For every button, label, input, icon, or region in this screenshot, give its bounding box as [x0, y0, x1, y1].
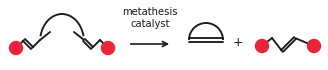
Text: metathesis: metathesis	[122, 7, 178, 17]
Circle shape	[10, 42, 23, 55]
Circle shape	[256, 39, 269, 52]
Text: catalyst: catalyst	[130, 19, 170, 29]
Text: +: +	[233, 35, 243, 49]
Circle shape	[101, 42, 114, 55]
Circle shape	[308, 39, 320, 52]
